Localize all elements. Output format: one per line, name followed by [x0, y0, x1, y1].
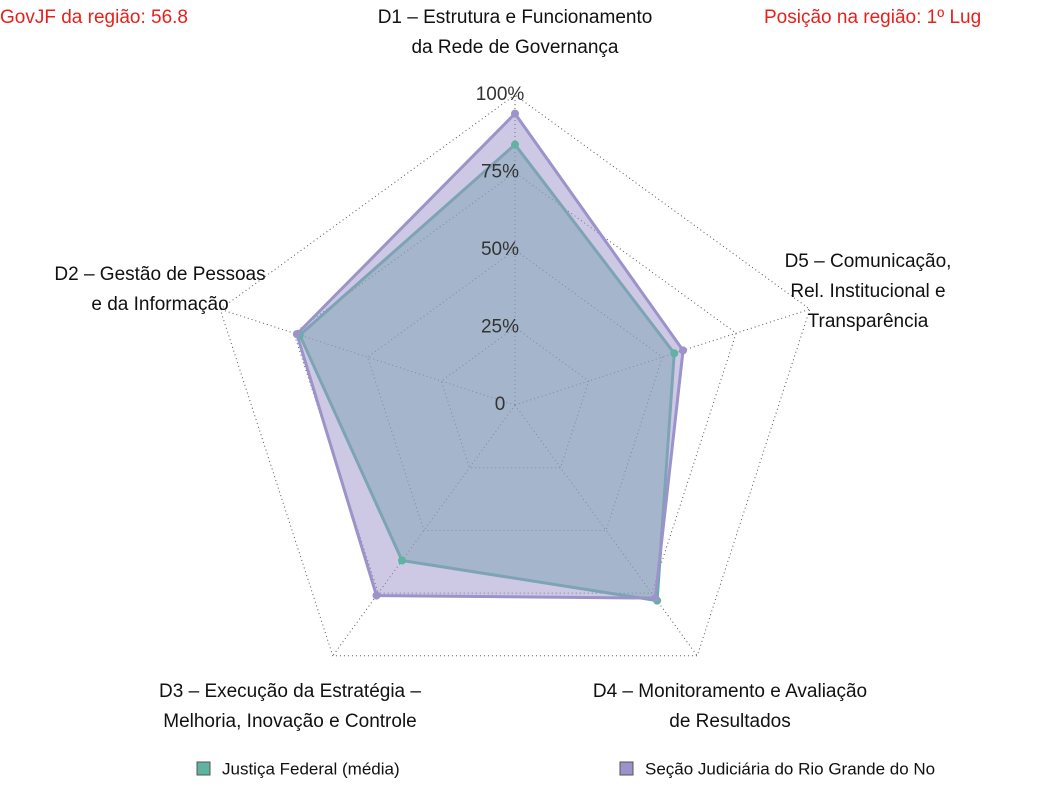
- axis-label: Melhoria, Inovação e Controle: [163, 711, 416, 732]
- point: [372, 591, 381, 600]
- point: [292, 330, 301, 339]
- axis-label: da Rede de Governança: [411, 37, 618, 58]
- point: [670, 349, 679, 358]
- r-tick-label: 25%: [481, 317, 519, 338]
- axis-label: Rel. Institucional e: [790, 281, 945, 302]
- axis-label: de Resultados: [669, 711, 790, 732]
- axis-label: D2 – Gestão de Pessoas: [54, 264, 265, 285]
- axis-label: D1 – Estrutura e Funcionamento: [378, 7, 653, 28]
- annotation: GovJF da região: 56.8: [0, 7, 188, 28]
- axis-label: D5 – Comunicação,: [785, 251, 952, 272]
- legend-label: Seção Judiciária do Rio Grande do No: [645, 759, 935, 778]
- r-tick-label: 0: [495, 394, 506, 415]
- legend-swatch: [619, 761, 634, 776]
- point: [398, 556, 407, 565]
- r-tick-label: 100%: [476, 84, 525, 105]
- point: [679, 346, 688, 355]
- axis-label: D3 – Execução da Estratégia –: [159, 681, 421, 702]
- series-area: [295, 111, 685, 600]
- point: [651, 594, 660, 603]
- axis-label: D4 – Monitoramento e Avaliação: [593, 681, 867, 702]
- axis-label: e da Informação: [91, 294, 228, 315]
- r-tick-label: 75%: [481, 162, 519, 183]
- legend-label: Justiça Federal (média): [222, 759, 400, 778]
- r-tick-label: 50%: [481, 239, 519, 260]
- axis-label: Transparência: [808, 311, 929, 332]
- annotation: Posição na região: 1º Lug: [764, 7, 981, 28]
- point: [511, 140, 519, 149]
- point: [511, 109, 519, 118]
- legend-swatch: [196, 761, 211, 776]
